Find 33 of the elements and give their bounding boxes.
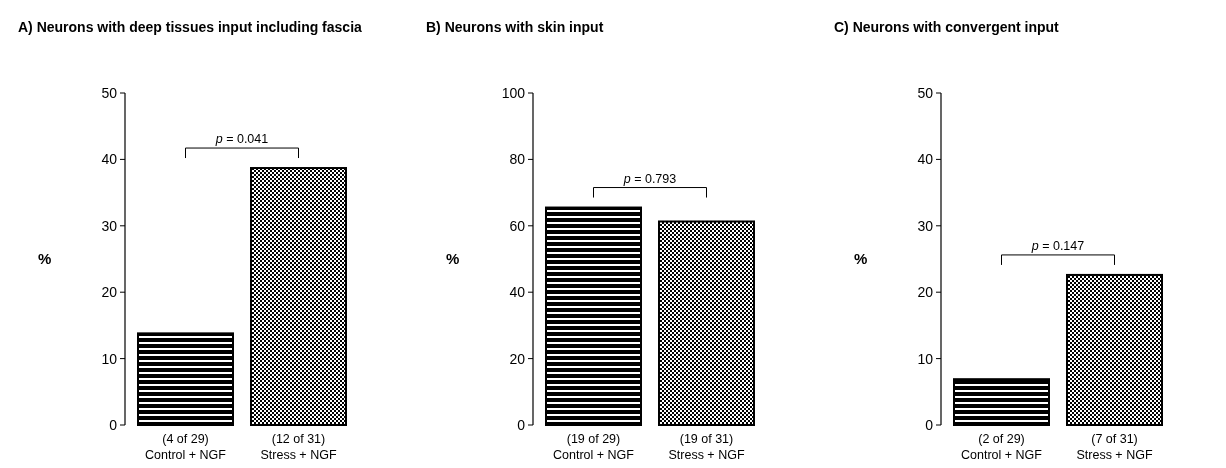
y-tick-label: 10 [101, 350, 118, 367]
y-tick-label: 50 [101, 85, 118, 101]
y-tick-label: 0 [925, 417, 934, 433]
chart-title: B) Neurons with skin input [426, 19, 604, 35]
x-tick-label: (19 of 31) Stress + NGF [668, 432, 745, 462]
y-axis-title: % [38, 250, 52, 267]
y-tick-label: 40 [509, 284, 526, 301]
y-tick-label: 0 [109, 417, 118, 433]
x-tick-label: (4 of 29) Control + NGF [145, 432, 227, 462]
x-tick-label: (19 of 29) Control + NGF [553, 432, 635, 462]
y-tick-label: 0 [517, 417, 526, 433]
annotation: p = 0.041 [214, 132, 269, 147]
y-tick-label: 60 [509, 217, 526, 234]
y-tick-label: 30 [101, 217, 118, 234]
y-tick-label: 20 [101, 284, 118, 301]
chart-title: C) Neurons with convergent input [834, 19, 1060, 35]
x-tick-label: (12 of 31) Stress + NGF [260, 432, 337, 462]
y-tick-label: 10 [917, 350, 934, 367]
annotation: p = 0.793 [622, 171, 677, 186]
x-tick-label: (2 of 29) Control + NGF [961, 432, 1043, 462]
chart-title: A) Neurons with deep tissues input including fascia [18, 19, 363, 35]
y-tick-label: 20 [509, 350, 526, 367]
y-tick-label: 80 [509, 151, 526, 168]
y-axis-title: % [854, 250, 868, 267]
y-tick-label: 100 [501, 85, 526, 101]
annotation: p = 0.147 [1030, 238, 1085, 253]
y-tick-label: 40 [101, 151, 118, 168]
y-tick-label: 30 [917, 217, 934, 234]
y-axis-title: % [446, 250, 460, 267]
x-tick-label: (7 of 31) Stress + NGF [1076, 432, 1153, 462]
y-tick-label: 20 [917, 284, 934, 301]
y-tick-label: 40 [917, 151, 934, 168]
y-tick-label: 50 [917, 85, 934, 101]
